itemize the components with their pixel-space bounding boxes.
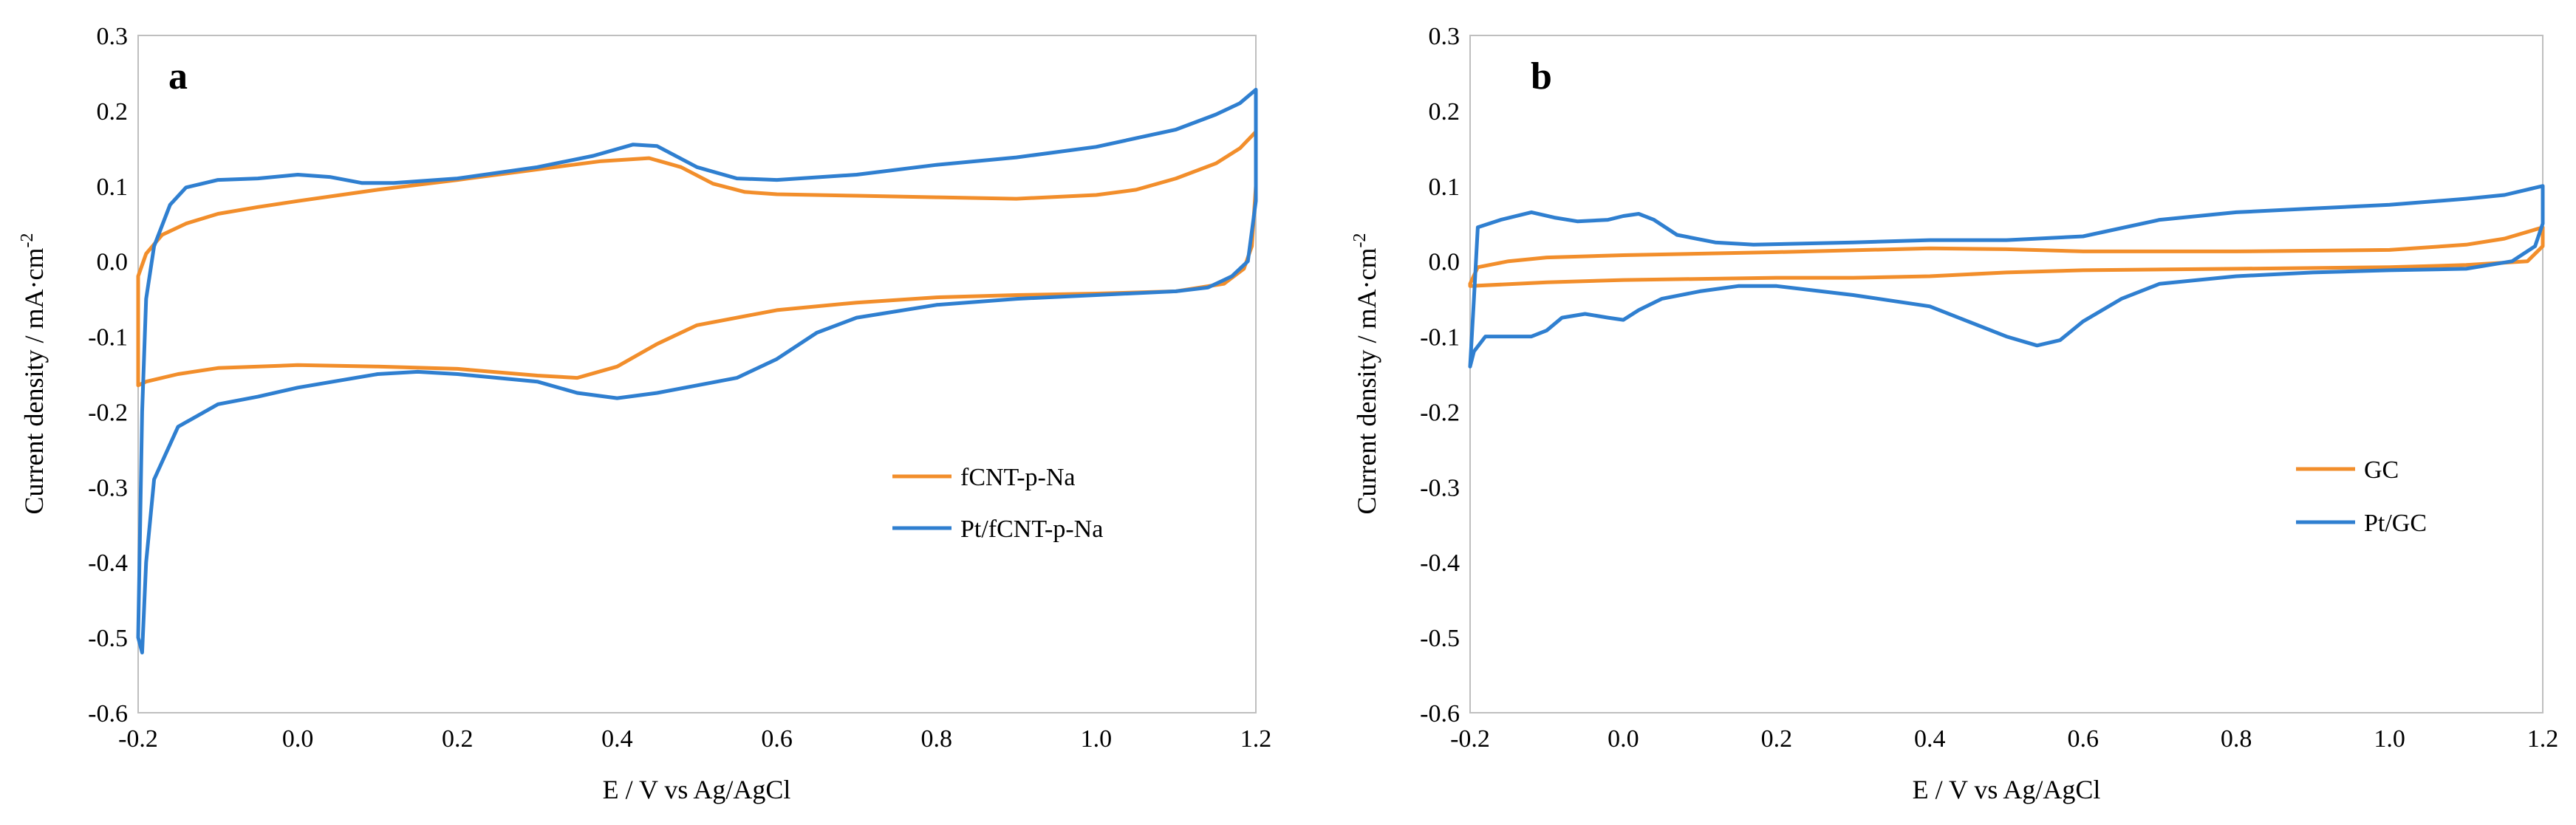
panel-a-series <box>136 87 1258 654</box>
x-tick-label: 1.0 <box>1081 725 1113 753</box>
x-tick-label: 0.2 <box>442 725 474 753</box>
y-tick-label: -0.5 <box>88 625 128 652</box>
x-tick-label: 0.4 <box>1914 725 1946 753</box>
x-tick-label: 1.0 <box>2374 725 2405 753</box>
y-tick-label: 0.2 <box>1429 98 1460 126</box>
x-tick-label: -0.2 <box>118 725 158 753</box>
y-tick-label: 0.2 <box>97 98 129 126</box>
panel-a-y-axis-title-main: Current density / mA·cm <box>19 248 49 515</box>
y-tick-label: -0.2 <box>1420 399 1460 426</box>
x-tick-label: 0.8 <box>2221 725 2252 753</box>
panel-b-legend: GC Pt/GC <box>2296 456 2427 537</box>
y-tick-label: 0.3 <box>97 23 129 50</box>
panel-b-letter: b <box>1531 55 1552 97</box>
x-tick-label: 0.0 <box>1608 725 1639 753</box>
panel-b-chart: b 0.3 0.2 0.1 0.0 -0.1 -0.2 -0.3 -0.4 -0.5 -0.6 -… <box>1350 23 2558 804</box>
y-tick-label: -0.3 <box>1420 474 1460 501</box>
y-tick-label: -0.2 <box>88 399 128 426</box>
y-tick-label: -0.4 <box>1420 550 1460 577</box>
y-tick-label: -0.1 <box>1420 324 1460 352</box>
y-tick-label: 0.0 <box>97 249 129 276</box>
panel-b-x-axis-title: E / V vs Ag/AgCl <box>1913 775 2101 804</box>
y-tick-label: -0.4 <box>88 550 128 577</box>
x-tick-label: 0.6 <box>761 725 793 753</box>
legend-label-gc: GC <box>2364 456 2399 484</box>
panel-a-x-tick-labels: -0.2 0.0 0.2 0.4 0.6 0.8 1.0 1.2 <box>118 725 1271 753</box>
series-line-fcnt-p-na <box>136 129 1258 388</box>
x-tick-label: -0.2 <box>1450 725 1490 753</box>
legend-label-fcnt-p-na: fCNT-p-Na <box>960 464 1076 491</box>
panel-a-y-axis-title-sup: -2 <box>18 233 37 248</box>
panel-a-letter: a <box>168 55 188 97</box>
panel-a-y-axis-title: Current density / mA·cm-2 <box>18 233 49 515</box>
panel-a-plot-area <box>137 35 1257 713</box>
panel-b-series <box>1468 184 2545 369</box>
panel-b-y-axis-title-sup: -2 <box>1350 233 1370 248</box>
series-line-pt-fcnt-p-na <box>136 87 1258 654</box>
y-tick-label: -0.3 <box>88 474 128 501</box>
panel-b-x-tick-labels: -0.2 0.0 0.2 0.4 0.6 0.8 1.0 1.2 <box>1450 725 2558 753</box>
y-tick-label: -0.1 <box>88 324 128 352</box>
y-tick-label: -0.5 <box>1420 625 1460 652</box>
panel-b-y-tick-labels: 0.3 0.2 0.1 0.0 -0.1 -0.2 -0.3 -0.4 -0.5 -0.6 <box>1420 23 1460 728</box>
y-tick-label: -0.6 <box>88 700 128 728</box>
panel-b-y-axis-title: Current density / mA·cm-2 <box>1350 233 1381 515</box>
legend-label-pt-gc: Pt/GC <box>2364 510 2427 537</box>
legend-label-pt-fcnt-p-na: Pt/fCNT-p-Na <box>960 516 1103 543</box>
panel-a-y-tick-labels: 0.3 0.2 0.1 0.0 -0.1 -0.2 -0.3 -0.4 -0.5 -0.6 <box>88 23 128 728</box>
x-tick-label: 0.4 <box>601 725 633 753</box>
panel-a-x-axis-title: E / V vs Ag/AgCl <box>603 775 791 804</box>
panel-a-chart: a 0.3 0.2 0.1 0.0 -0.1 -0.2 -0.3 -0.4 -0.5 -0.6 -… <box>18 23 1271 804</box>
y-tick-label: -0.6 <box>1420 700 1460 728</box>
panel-b-plot-area <box>1469 35 2543 713</box>
x-tick-label: 1.2 <box>1240 725 1272 753</box>
series-line-gc <box>1468 225 2545 288</box>
x-tick-label: 1.2 <box>2527 725 2559 753</box>
y-tick-label: 0.0 <box>1429 249 1460 276</box>
x-tick-label: 0.8 <box>920 725 952 753</box>
y-tick-label: 0.1 <box>97 174 129 201</box>
panel-a-legend: fCNT-p-Na Pt/fCNT-p-Na <box>892 464 1103 543</box>
series-line-pt-gc <box>1468 184 2545 369</box>
panel-b-y-axis-title-main: Current density / mA·cm <box>1352 248 1381 515</box>
x-tick-label: 0.0 <box>282 725 314 753</box>
x-tick-label: 0.2 <box>1761 725 1793 753</box>
y-tick-label: 0.1 <box>1429 174 1460 201</box>
y-tick-label: 0.3 <box>1429 23 1460 50</box>
x-tick-label: 0.6 <box>2067 725 2099 753</box>
